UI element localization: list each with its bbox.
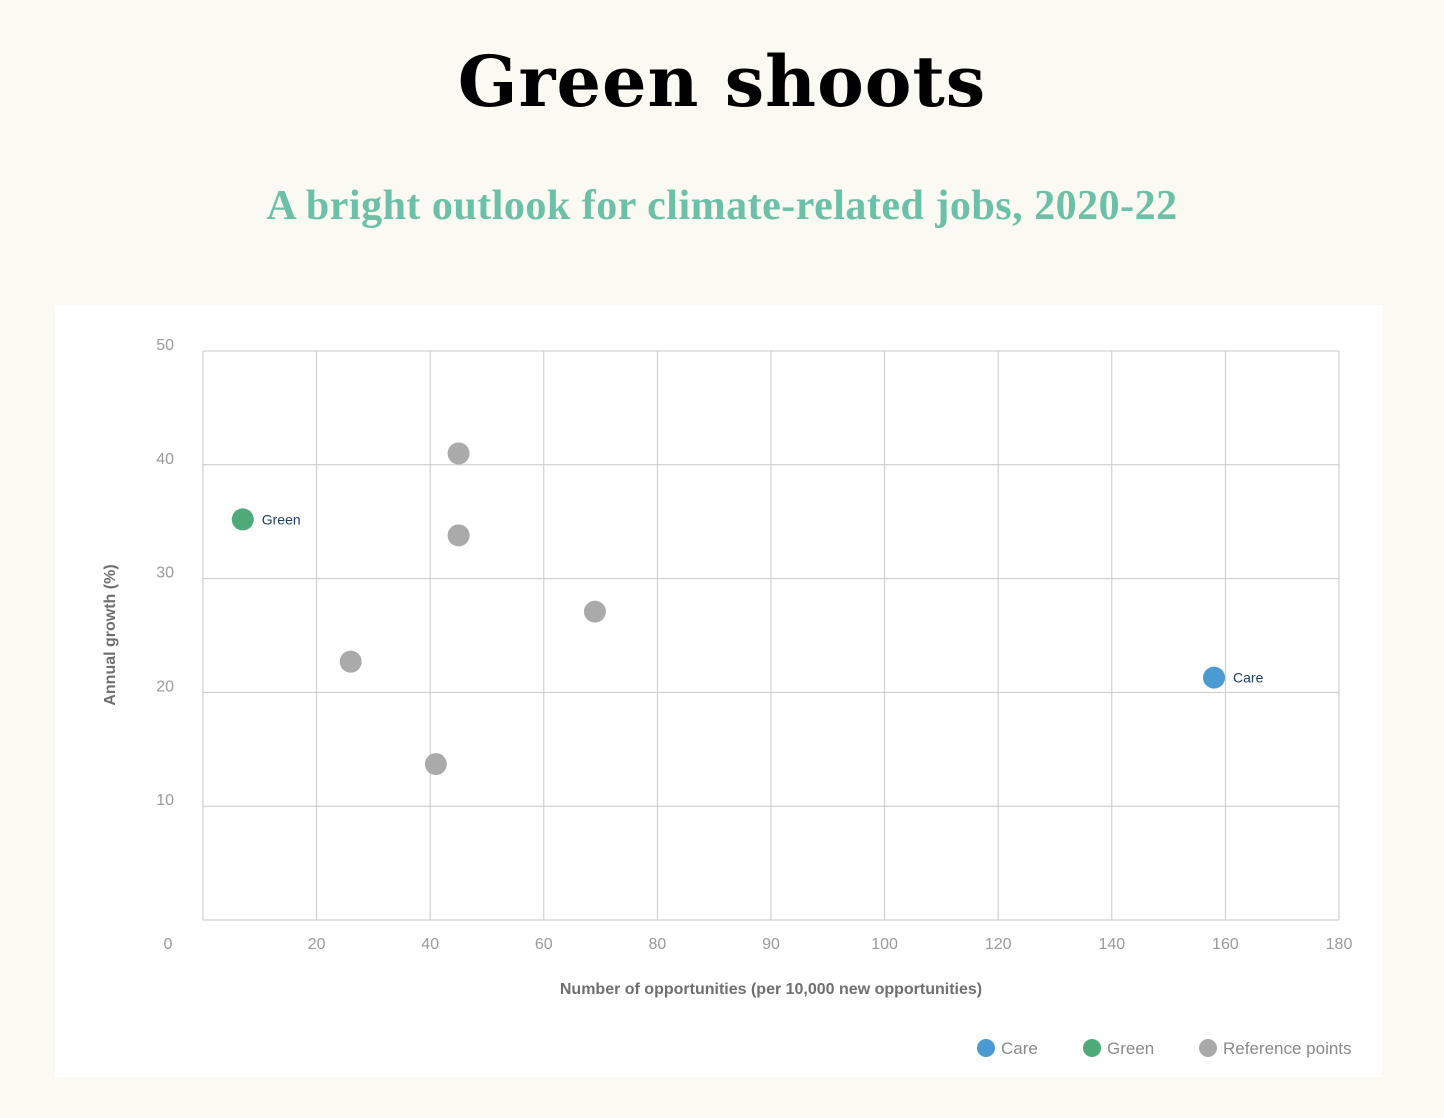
- data-point-reference-points[interactable]: [339, 650, 362, 673]
- point-label: Care: [1233, 670, 1264, 686]
- y-tick-labels: 10 20 30 40 50: [156, 337, 174, 809]
- legend-marker: [977, 1039, 995, 1057]
- x-tick-label: 80: [649, 936, 667, 953]
- data-point-reference-points[interactable]: [447, 442, 470, 465]
- x-tick-labels: 0 20 40 60 80 90 100 120 140 160 180: [164, 936, 1353, 953]
- chart-panel: 0 20 40 60 80 90 100 120 140 160 180 10 20 30 40 50 Nu…: [55, 305, 1382, 1077]
- y-tick-label: 40: [156, 451, 174, 468]
- x-tick-label: 100: [871, 936, 898, 953]
- y-tick-label: 50: [156, 337, 174, 354]
- scatter-chart: 0 20 40 60 80 90 100 120 140 160 180 10 20 30 40 50 Nu…: [102, 337, 1353, 1058]
- data-point-care[interactable]: [1203, 666, 1226, 689]
- legend-marker: [1083, 1039, 1101, 1057]
- legend-label[interactable]: Green: [1107, 1039, 1154, 1058]
- data-point-reference-points[interactable]: [583, 600, 606, 623]
- x-tick-label: 60: [535, 936, 553, 953]
- x-tick-label: 90: [762, 936, 780, 953]
- x-axis-title: Number of opportunities (per 10,000 new …: [560, 981, 982, 998]
- data-point-reference-points[interactable]: [424, 753, 447, 776]
- chart-subtitle: A bright outlook for climate-related job…: [266, 183, 1178, 229]
- data-points: Care Green: [231, 442, 1264, 776]
- x-tick-label: 120: [985, 936, 1012, 953]
- y-axis-title: Annual growth (%): [102, 564, 119, 705]
- grid-lines: [202, 350, 1340, 921]
- x-tick-label: 20: [308, 936, 326, 953]
- y-tick-label: 30: [156, 565, 174, 582]
- x-tick-label: 180: [1326, 936, 1353, 953]
- legend-label[interactable]: Reference points: [1223, 1039, 1352, 1058]
- legend-label[interactable]: Care: [1001, 1039, 1038, 1058]
- x-tick-label: 140: [1098, 936, 1125, 953]
- x-tick-label: 40: [421, 936, 439, 953]
- data-point-green[interactable]: [231, 508, 254, 531]
- legend-marker: [1199, 1039, 1217, 1057]
- y-tick-label: 20: [156, 678, 174, 695]
- chart-title: Green shoots: [457, 40, 987, 123]
- point-label: Green: [262, 511, 301, 527]
- data-point-reference-points[interactable]: [447, 524, 470, 547]
- x-tick-label: 0: [164, 936, 173, 953]
- y-tick-label: 10: [156, 792, 174, 809]
- legend: Care Green Reference points: [977, 1039, 1352, 1058]
- x-tick-label: 160: [1212, 936, 1239, 953]
